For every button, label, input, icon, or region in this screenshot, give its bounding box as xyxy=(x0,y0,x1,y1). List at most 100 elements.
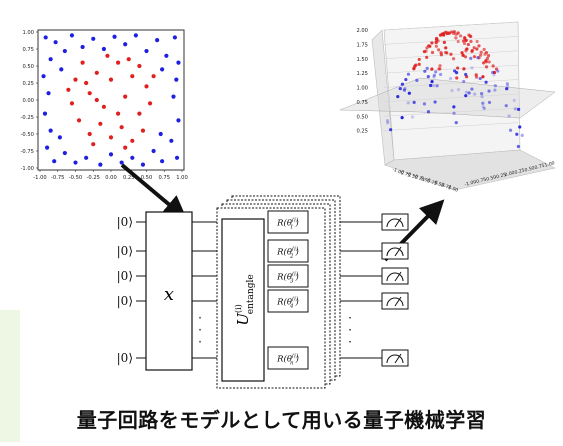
data-point xyxy=(496,69,500,73)
data-point xyxy=(513,107,517,111)
data-point xyxy=(176,60,181,65)
z-grid-line xyxy=(383,93,519,103)
data-point xyxy=(164,53,169,58)
data-point xyxy=(450,89,454,93)
data-point xyxy=(144,84,149,89)
y-tick-label: -0.50 xyxy=(484,174,497,183)
z-tick-label: 1.50 xyxy=(356,57,368,63)
data-point xyxy=(415,78,419,82)
data-point xyxy=(69,101,75,106)
data-point xyxy=(389,128,393,132)
z-tick-label: 2.00 xyxy=(356,28,368,34)
data-point xyxy=(425,66,429,70)
data-point xyxy=(73,160,78,165)
data-point xyxy=(105,53,110,58)
data-point xyxy=(137,111,142,116)
data-point xyxy=(472,46,476,50)
data-point xyxy=(42,111,48,116)
data-point xyxy=(52,159,57,164)
data-point xyxy=(481,101,485,105)
data-point xyxy=(406,101,410,105)
data-point xyxy=(434,40,438,45)
data-point xyxy=(454,36,458,40)
data-point xyxy=(480,95,484,99)
data-point xyxy=(493,84,497,88)
meter-arc xyxy=(386,297,404,307)
meter-needle xyxy=(394,217,402,228)
data-point xyxy=(108,152,114,157)
data-point xyxy=(119,125,124,130)
meter-arc xyxy=(386,218,404,228)
x-tick-label: 0.00 xyxy=(419,175,431,185)
data-point xyxy=(400,116,404,120)
rotation-gate-label: R(θ(i) 4) xyxy=(276,296,299,310)
data-point xyxy=(450,30,454,34)
data-point xyxy=(465,47,469,51)
meter-needle xyxy=(394,296,402,307)
data-point xyxy=(151,74,156,79)
qubit-label: |0⟩ xyxy=(117,294,133,308)
data-point xyxy=(176,118,181,123)
measurements xyxy=(381,213,409,367)
qubit-label: |0⟩ xyxy=(117,215,133,229)
data-point xyxy=(158,131,163,137)
data-point xyxy=(493,88,497,92)
data-point xyxy=(483,52,487,56)
data-point xyxy=(432,73,436,78)
data-point xyxy=(101,104,106,109)
data-point xyxy=(473,92,477,96)
data-point xyxy=(174,155,180,160)
data-point xyxy=(87,91,92,96)
data-point xyxy=(62,150,67,156)
data-point xyxy=(470,87,474,91)
data-point xyxy=(98,162,103,167)
data-point xyxy=(73,77,78,82)
y-tick-label: -1.00 xyxy=(21,166,34,172)
data-point xyxy=(112,34,117,39)
encoder-label: x xyxy=(164,284,174,305)
data-point xyxy=(426,110,431,114)
data-point xyxy=(441,32,445,36)
x-tick-label: -1.00 xyxy=(391,166,404,176)
x-tick-label: -0.75 xyxy=(398,169,411,179)
data-point xyxy=(454,121,458,125)
x-tick-label: -0.25 xyxy=(412,173,425,183)
scatter-3d-plane xyxy=(339,77,556,119)
data-point xyxy=(98,121,103,126)
x-tick-label: 0.50 xyxy=(433,180,445,190)
data-point xyxy=(449,52,453,56)
data-point xyxy=(508,128,513,132)
rotation-gate-label: R(θ(i) n) xyxy=(276,353,299,367)
y-tick-label: -0.25 xyxy=(21,115,34,121)
data-point xyxy=(453,69,457,73)
scatter-2d-frame xyxy=(37,29,185,171)
scatter-3d-chart: 2.001.751.501.251.000.750.500.25 -1.00-0… xyxy=(339,21,556,194)
data-point xyxy=(137,63,142,69)
data-point xyxy=(123,145,128,150)
data-point xyxy=(467,91,471,95)
data-point xyxy=(476,56,480,60)
ellipsis-dot: · xyxy=(198,335,202,349)
data-point xyxy=(507,114,511,118)
data-point xyxy=(160,159,165,164)
data-point xyxy=(435,84,439,88)
data-point xyxy=(463,55,468,59)
y-tick-label: 0.75 xyxy=(22,47,34,53)
data-point xyxy=(76,118,82,123)
y-tick-label: -0.25 xyxy=(494,172,507,181)
data-point xyxy=(101,46,106,52)
rotation-gate xyxy=(267,264,309,288)
data-point xyxy=(400,82,405,86)
data-point xyxy=(404,77,408,82)
scatter-2d-chart: 1.000.750.500.250.00-0.25-0.50-0.75-1.00… xyxy=(21,29,188,181)
data-point xyxy=(460,51,464,55)
data-point xyxy=(505,87,509,91)
ansatz-layers: U(i) entangle R(θ(i) 1)R(θ(i) 2)R(θ(i) 3)R(θ… xyxy=(216,195,341,389)
rotation-gate-label: R(θ(i) 2) xyxy=(276,246,299,260)
data-point xyxy=(512,98,516,102)
data-point xyxy=(470,48,474,53)
ellipsis-dot: · xyxy=(198,323,202,337)
data-point xyxy=(87,131,92,137)
